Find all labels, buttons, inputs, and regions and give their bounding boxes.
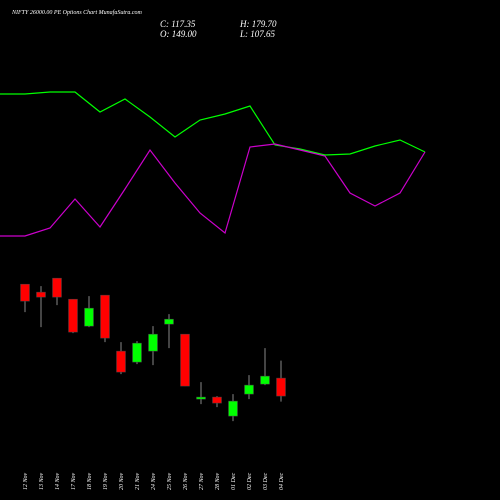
candle-body xyxy=(212,396,222,404)
x-tick-label: 28 Nov xyxy=(215,472,221,490)
x-tick-label: 03 Dec xyxy=(263,473,269,490)
high-label: H: 179.70 xyxy=(239,19,277,29)
line-series xyxy=(0,143,426,237)
candle-body xyxy=(20,283,30,302)
x-tick-label: 24 Nov xyxy=(150,472,157,490)
candle-body xyxy=(52,277,62,298)
x-tick-label: 14 Nov xyxy=(54,472,61,490)
x-tick-label: 27 Nov xyxy=(199,472,205,490)
chart-title: NIFTY 26000.00 PE Options Chart MunafaSu… xyxy=(11,9,143,16)
line-series xyxy=(0,91,426,156)
x-tick-label: 17 Nov xyxy=(71,472,77,490)
candle-body xyxy=(116,350,126,373)
x-tick-label: 18 Nov xyxy=(87,472,93,490)
candle-body xyxy=(276,377,286,397)
candle-body xyxy=(180,333,190,387)
x-tick-label: 13 Nov xyxy=(39,472,45,490)
x-tick-label: 02 Dec xyxy=(247,473,253,490)
candle-body xyxy=(244,384,254,395)
x-tick-label: 26 Nov xyxy=(183,472,189,490)
candle-body xyxy=(100,294,110,339)
x-tick-label: 21 Nov xyxy=(135,472,141,490)
candle-body xyxy=(132,342,142,363)
x-tick-label: 19 Nov xyxy=(103,472,109,490)
candle-body xyxy=(260,375,270,385)
candle-body xyxy=(164,318,174,325)
candle-body xyxy=(68,298,78,333)
x-tick-label: 20 Nov xyxy=(119,472,125,490)
x-tick-label: 04 Dec xyxy=(278,473,285,490)
low-label: L: 107.65 xyxy=(239,29,276,39)
candle-body xyxy=(228,400,238,417)
candle-body xyxy=(36,291,46,298)
candle-body xyxy=(84,307,94,327)
x-tick-label: 25 Nov xyxy=(167,472,173,490)
close-label: C: 117.35 xyxy=(160,19,196,29)
x-tick-label: 12 Nov xyxy=(23,472,29,490)
x-tick-label: 01 Dec xyxy=(231,473,237,490)
open-label: O: 149.00 xyxy=(160,29,197,39)
candle-body xyxy=(148,333,158,352)
candle-body xyxy=(196,396,206,400)
